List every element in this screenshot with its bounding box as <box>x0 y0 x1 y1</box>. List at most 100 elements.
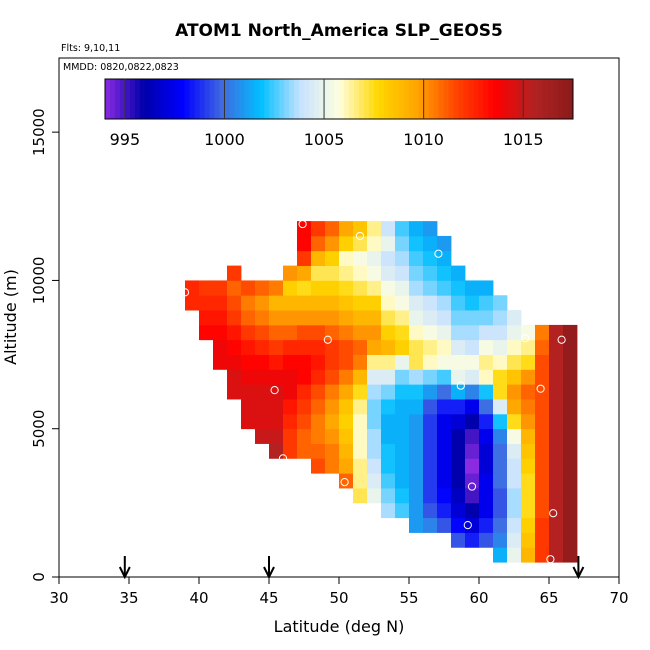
heatmap-cell <box>241 280 256 296</box>
colorbar-segment <box>533 79 539 119</box>
colorbar-segment <box>259 79 265 119</box>
heatmap-cell <box>297 413 312 430</box>
heatmap-cell <box>465 339 480 355</box>
colorbar-segment <box>149 79 156 119</box>
colorbar-segment <box>229 79 235 119</box>
heatmap-cell <box>423 384 438 400</box>
heatmap-cell <box>423 458 438 474</box>
heatmap-cell <box>423 502 438 519</box>
colorbar-segment <box>324 79 330 119</box>
heatmap-cell <box>339 354 354 370</box>
colorbar-segment <box>408 79 415 119</box>
heatmap-cell <box>521 473 536 489</box>
heatmap-cell <box>465 354 480 370</box>
heatmap-cell <box>227 280 242 296</box>
heatmap-cell <box>507 369 522 385</box>
colorbar-segment <box>543 79 549 119</box>
heatmap-cell <box>255 354 270 370</box>
colorbar-segment <box>284 79 290 119</box>
heatmap-cell <box>297 265 312 281</box>
heatmap-cell <box>311 413 326 430</box>
heatmap-cell <box>437 295 452 311</box>
heatmap-cell <box>283 295 298 311</box>
heatmap-cell <box>339 428 354 444</box>
colorbar-tick-label: 1000 <box>204 130 245 149</box>
heatmap-cell <box>451 384 466 400</box>
heatmap-cell <box>325 324 340 341</box>
heatmap-cell <box>227 265 242 281</box>
x-tick-label: 65 <box>539 589 558 607</box>
latitude-arrow-head <box>263 566 275 580</box>
heatmap-cell <box>507 502 522 519</box>
heatmap-cell <box>269 324 284 341</box>
heatmap-cell <box>311 235 326 252</box>
heatmap-cell <box>381 265 396 281</box>
heatmap-cell <box>395 280 410 296</box>
heatmap-cell <box>423 369 438 385</box>
heatmap-cell <box>451 399 466 415</box>
colorbar-segment <box>388 79 395 119</box>
heatmap-cell <box>409 488 424 504</box>
heatmap-cell <box>479 369 494 385</box>
colorbar-segment <box>383 79 390 119</box>
colorbar-segment <box>413 79 420 119</box>
heatmap-cell <box>325 310 340 326</box>
heatmap-cell <box>549 369 564 385</box>
heatmap-cell <box>409 517 424 533</box>
heatmap-cell <box>381 488 396 504</box>
colorbar-segment <box>558 79 564 119</box>
heatmap-cell <box>549 443 564 459</box>
y-tick-label: 15000 <box>30 108 48 156</box>
heatmap-cell <box>185 295 200 311</box>
heatmap-cell <box>339 265 354 281</box>
heatmap-cell <box>395 413 410 430</box>
colorbar-segment <box>164 79 171 119</box>
heatmap-cell <box>269 295 284 311</box>
heatmap-cell <box>241 354 256 370</box>
heatmap-cell <box>409 354 424 370</box>
heatmap-cell <box>409 473 424 489</box>
heatmap-cell <box>283 280 298 296</box>
colorbar-segment <box>244 79 250 119</box>
heatmap-cell <box>199 280 214 296</box>
heatmap-cell <box>437 443 452 459</box>
colorbar-segment <box>289 79 295 119</box>
heatmap-cell <box>563 488 578 504</box>
heatmap-cell <box>339 339 354 355</box>
heatmap-cell <box>493 354 508 370</box>
heatmap-cell <box>283 339 298 355</box>
heatmap-cell <box>395 473 410 489</box>
heatmap-cell <box>297 354 312 370</box>
x-tick-label: 50 <box>329 589 348 607</box>
heatmap-cell <box>311 339 326 355</box>
heatmap-cell <box>339 413 354 430</box>
heatmap-cell <box>437 428 452 444</box>
heatmap-cell <box>367 413 382 430</box>
colorbar-segment <box>453 79 459 119</box>
heatmap-cell <box>367 339 382 355</box>
colorbar-segment <box>224 79 230 119</box>
heatmap-cell <box>451 458 466 474</box>
heatmap-cell <box>549 399 564 415</box>
heatmap-cell <box>283 399 298 415</box>
heatmap-cell <box>507 354 522 370</box>
heatmap-cell <box>451 280 466 296</box>
heatmap-cell <box>339 310 354 326</box>
colorbar-segment <box>513 79 519 119</box>
flight-point <box>270 386 279 395</box>
heatmap-cell <box>437 473 452 489</box>
heatmap-cells <box>185 221 578 563</box>
heatmap-cell <box>409 399 424 415</box>
heatmap-cell <box>465 502 480 519</box>
heatmap-cell <box>521 488 536 504</box>
heatmap-cell <box>339 235 354 252</box>
heatmap-cell <box>507 428 522 444</box>
heatmap-cell <box>423 399 438 415</box>
heatmap-cell <box>269 413 284 430</box>
heatmap-cell <box>507 547 522 563</box>
heatmap-cell <box>339 369 354 385</box>
heatmap-cell <box>437 250 452 266</box>
heatmap-cell <box>451 428 466 444</box>
colorbar-segment <box>204 79 211 119</box>
heatmap-cell <box>535 443 550 459</box>
